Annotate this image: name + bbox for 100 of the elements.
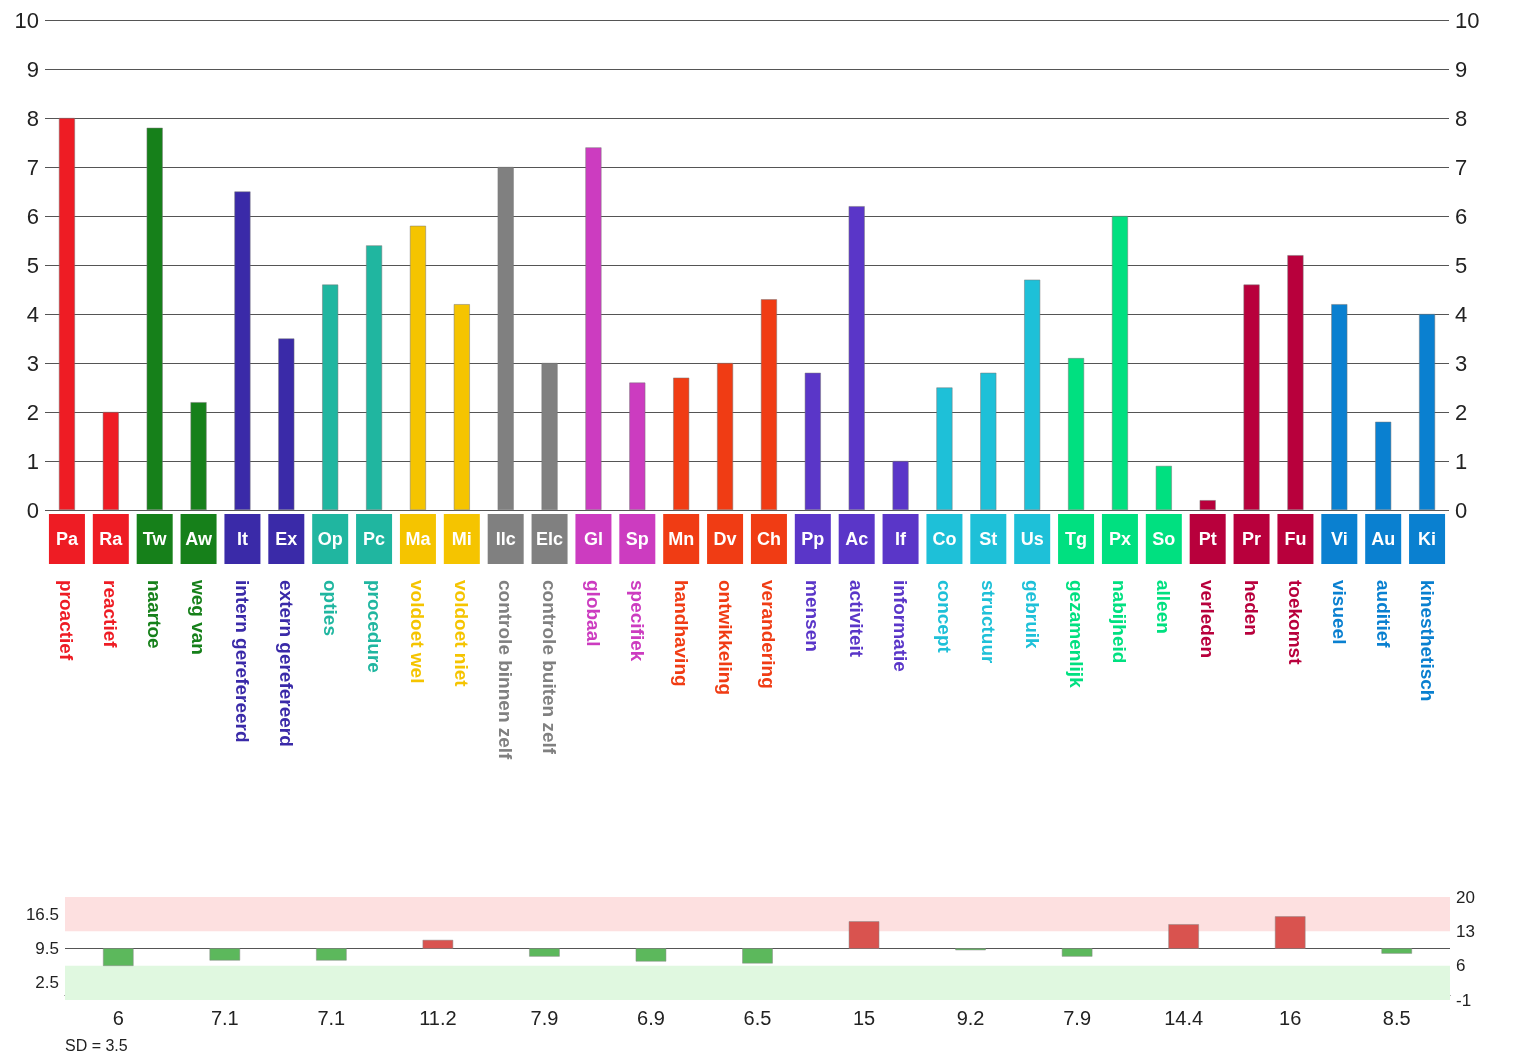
bar [146, 127, 163, 510]
bar [1243, 284, 1260, 510]
y2-tick-label: 6 [1456, 956, 1466, 976]
y2-tick-label: 20 [1456, 887, 1475, 907]
y2-tick-label: -1 [1456, 990, 1472, 1010]
x-tick-label: 11.2 [419, 1007, 457, 1029]
x-tick-label: Ki [1418, 529, 1437, 549]
y-tick-label: 2 [26, 399, 39, 425]
text: specifiek [626, 580, 648, 662]
x-tick-label: Tw [142, 529, 168, 549]
x-tick-label: 9.2 [956, 1007, 985, 1029]
text: opties [319, 580, 341, 636]
text: SD = 3.5 [65, 1036, 128, 1054]
text: concept [933, 580, 955, 654]
x-tick-label: Dv [713, 529, 737, 549]
x-tick-label: Op [317, 529, 343, 549]
x-tick-label: Elc [536, 529, 564, 549]
x-tick-label: Pp [801, 529, 825, 549]
y-tick-label: 4 [26, 301, 39, 327]
x-tick-label: If [895, 529, 908, 549]
y2-tick-label: 4 [1455, 301, 1468, 327]
bar [529, 948, 560, 957]
x-tick-label: 7.9 [1063, 1007, 1092, 1029]
bar [635, 948, 667, 962]
text: voldoet niet [451, 580, 473, 688]
text: proactief [56, 580, 78, 661]
x-tick-label: Ex [275, 529, 298, 549]
bar [103, 948, 134, 966]
x-tick-label: Fu [1284, 529, 1307, 549]
bar [234, 191, 251, 510]
x-tick-label: 6.5 [743, 1007, 772, 1029]
text: alleen [1153, 580, 1175, 634]
bar [1375, 421, 1392, 510]
y2-tick-label: 7 [1455, 154, 1468, 180]
bar [316, 948, 347, 961]
x-tick-label: 7.1 [210, 1007, 239, 1029]
text: auditief [1372, 580, 1394, 649]
bar [497, 167, 514, 510]
x-tick-label: Au [1371, 529, 1396, 549]
y2-tick-label: 10 [1455, 7, 1480, 33]
bar [58, 118, 75, 510]
x-tick-label: Ma [405, 529, 432, 549]
x-tick-label: Ch [756, 529, 781, 549]
x-tick-label: Vi [1330, 529, 1348, 549]
y-tick-label: 2.5 [35, 973, 59, 993]
y-tick-label: 1 [26, 448, 39, 474]
text: verleden [1197, 580, 1219, 659]
bar [980, 372, 997, 510]
text: kinesthetisch [1416, 580, 1438, 702]
bar [804, 372, 821, 510]
bar [892, 461, 909, 510]
text: gezamenlijk [1065, 580, 1087, 689]
y2-tick-label: 0 [1455, 497, 1468, 523]
x-tick-label: Px [1108, 529, 1131, 549]
bar [190, 402, 207, 510]
x-tick-label: 8.5 [1382, 1007, 1411, 1029]
x-tick-label: Gl [583, 529, 603, 549]
bar [366, 245, 383, 510]
text: heden [1241, 580, 1263, 636]
y-tick-label: 3 [26, 350, 39, 376]
text: gebruik [1021, 580, 1043, 650]
y-tick-label: 10 [14, 7, 39, 33]
y-tick-label: 0 [26, 497, 39, 523]
text: nabijheid [1109, 580, 1131, 664]
x-tick-label: 16 [1279, 1007, 1302, 1029]
bar [1199, 500, 1216, 510]
x-tick-label: 14.4 [1164, 1007, 1204, 1029]
bar [1024, 279, 1041, 510]
y2-tick-label: 13 [1456, 921, 1475, 941]
text: extern gerefereerd [275, 580, 297, 747]
y-tick-label: 16.5 [25, 904, 59, 924]
x-tick-label: Ra [99, 529, 124, 549]
text: voldoet wel [407, 580, 429, 684]
text: activiteit [846, 580, 868, 658]
y2-tick-label: 2 [1455, 399, 1468, 425]
bar [1061, 948, 1093, 957]
text: globaal [582, 580, 604, 647]
text: controle buiten zelf [539, 580, 561, 755]
bar [1331, 304, 1348, 510]
bar [760, 299, 777, 510]
text: informatie [890, 580, 912, 672]
bar [742, 948, 773, 964]
x-tick-label: It [236, 529, 248, 549]
x-tick-label: Pa [55, 529, 79, 549]
bar [1168, 924, 1199, 949]
y2-tick-label: 8 [1455, 105, 1468, 131]
x-tick-label: Pt [1198, 529, 1217, 549]
bar [1111, 216, 1128, 510]
text: structuur [977, 580, 999, 664]
text: intern gerefereerd [231, 580, 253, 743]
bar [453, 304, 470, 510]
bar [1287, 255, 1304, 510]
y-tick-label: 9.5 [35, 939, 59, 958]
x-tick-label: 6 [112, 1007, 124, 1029]
text: ontwikkeling [714, 580, 736, 696]
text: toekomst [1284, 580, 1306, 666]
x-tick-label: 7.9 [530, 1007, 559, 1029]
text: controle binnen zelf [495, 580, 517, 761]
x-tick-label: 7.1 [317, 1007, 346, 1029]
bar [673, 377, 690, 510]
